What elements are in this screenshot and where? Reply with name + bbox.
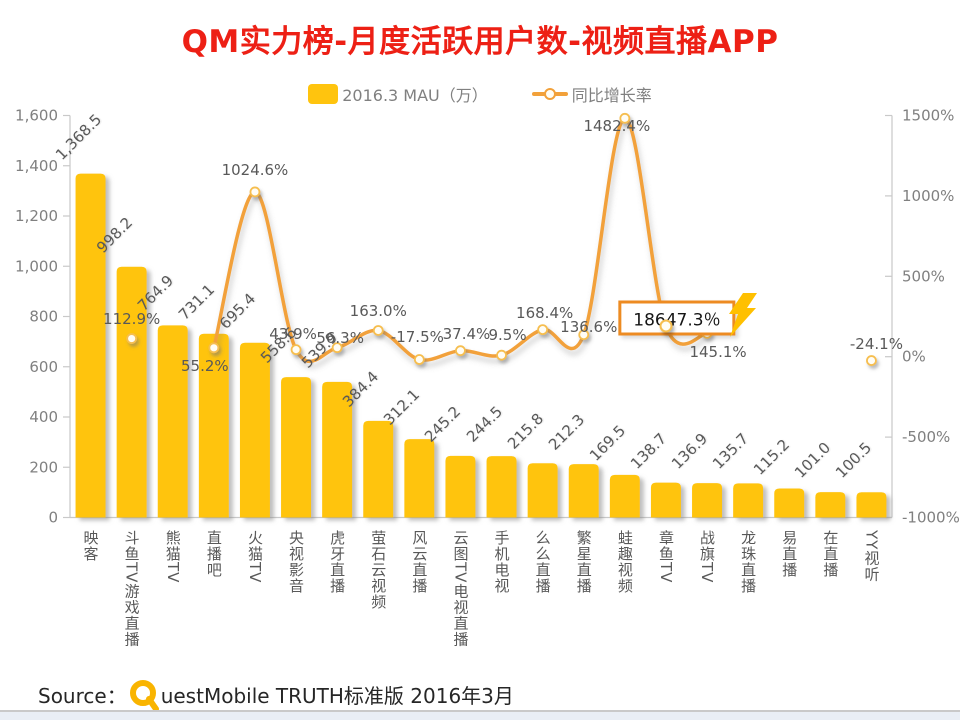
bar-series [75, 173, 887, 518]
bar [239, 342, 270, 518]
left-axis-tick-label: 1,400 [15, 157, 58, 175]
footer-strip [0, 712, 960, 720]
bar [198, 333, 229, 518]
source-prefix: Source： [38, 683, 127, 708]
bar [75, 173, 106, 518]
source-line: Source： uestMobile TRUTH标准版 2016年3月 [38, 676, 514, 712]
bar [815, 492, 846, 518]
bar [486, 456, 517, 518]
chart-title: QM实力榜-月度活跃用户数-视频直播APP [181, 24, 779, 60]
growth-point [619, 112, 631, 124]
bar [774, 488, 805, 518]
growth-point [537, 324, 549, 336]
line-swatch-icon [531, 88, 568, 100]
bar [363, 420, 394, 518]
bar [527, 463, 558, 518]
left-axis-tick-label: 1,600 [15, 107, 58, 125]
bar [568, 464, 599, 518]
legend: 2016.3 MAU（万） 同比增长率 [0, 82, 960, 106]
bar [116, 266, 147, 518]
bar [281, 377, 312, 518]
growth-point [496, 349, 507, 361]
left-axis-tick-label: 800 [29, 308, 58, 326]
bar [322, 381, 353, 518]
legend-item-growth: 同比增长率 [531, 82, 652, 106]
bar [692, 483, 723, 518]
right-axis-tick-label: 0% [902, 348, 926, 366]
left-axis-tick-label: 1,200 [15, 207, 58, 225]
bar [733, 483, 764, 518]
right-axis-tick-label: 1500% [902, 107, 954, 125]
left-axis-tick-label: 0 [48, 509, 58, 527]
bar [157, 325, 188, 518]
left-axis-tick-label: 600 [29, 358, 58, 376]
bar [856, 492, 887, 518]
bar [609, 474, 640, 518]
source-text: uestMobile TRUTH标准版 2016年3月 [160, 683, 514, 708]
growth-point [331, 342, 343, 354]
line-series [126, 112, 877, 366]
growth-point [455, 345, 466, 357]
right-axis-tick-label: -1000% [902, 509, 960, 527]
growth-point [413, 354, 425, 365]
right-axis-tick-label: 1000% [902, 187, 954, 205]
legend-item-mau: 2016.3 MAU（万） [308, 82, 488, 106]
growth-point [290, 344, 302, 356]
growth-point [372, 325, 384, 336]
bar [650, 482, 681, 518]
questmobile-logo-icon [129, 680, 159, 712]
bar [404, 439, 435, 518]
legend-line-label: 同比增长率 [571, 86, 652, 105]
growth-point [701, 327, 713, 339]
footer-rule [0, 710, 960, 712]
left-axis-tick-label: 200 [29, 458, 58, 476]
right-axis-tick-label: 500% [902, 267, 945, 285]
growth-point [578, 329, 590, 341]
growth-point [208, 342, 220, 354]
left-axis-tick-label: 400 [29, 408, 58, 426]
legend-bar-label: 2016.3 MAU（万） [342, 86, 488, 105]
left-axis-tick-label: 1,000 [15, 257, 58, 275]
growth-point [866, 355, 877, 366]
bar-swatch-icon [308, 84, 339, 104]
growth-point [660, 321, 672, 332]
growth-point [126, 333, 138, 344]
growth-line [212, 116, 709, 364]
bar [445, 455, 476, 518]
growth-point [249, 186, 261, 198]
right-axis-tick-label: -500% [902, 428, 950, 446]
